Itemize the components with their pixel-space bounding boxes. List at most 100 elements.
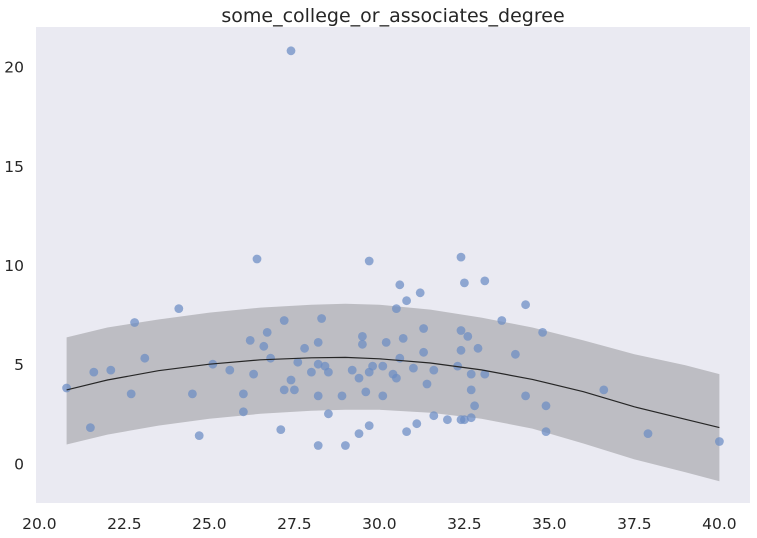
scatter-point (358, 332, 367, 341)
scatter-point (429, 411, 439, 421)
scatter-point (337, 391, 347, 401)
x-axis-ticks: 20.0 22.5 25.0 27.5 30.0 32.5 35.0 37.5 40.0 (22, 515, 737, 533)
scatter-point (409, 363, 418, 373)
x-tick-label: 37.5 (617, 515, 652, 533)
confidence-band-layer (66, 303, 720, 482)
scatter-point (62, 383, 71, 393)
scatter-point (392, 304, 401, 313)
scatter-point (140, 353, 150, 363)
scatter-point (245, 336, 255, 345)
scatter-point (480, 369, 490, 379)
y-tick-label: 5 (14, 356, 24, 374)
scatter-point (279, 316, 289, 325)
scatter-point (599, 385, 609, 395)
y-axis-ticks: 0 5 10 15 20 (4, 59, 24, 474)
scatter-point (239, 407, 248, 417)
x-tick-label: 30.0 (362, 515, 397, 533)
y-tick-label: 10 (4, 257, 24, 275)
scatter-point (317, 314, 326, 323)
scatter-point (378, 361, 388, 371)
scatter-point (252, 254, 262, 264)
scatter-point (429, 365, 439, 375)
scatter-point (279, 385, 289, 395)
scatter-point (419, 347, 428, 357)
scatter-point (324, 409, 333, 419)
scatter-point (286, 46, 296, 56)
scatter-point (364, 421, 374, 430)
scatter-point (347, 365, 357, 375)
scatter-point (276, 425, 286, 434)
x-tick-label: 40.0 (702, 515, 737, 533)
x-tick-label: 35.0 (532, 515, 567, 533)
scatter-point (341, 441, 350, 450)
scatter-point (456, 326, 466, 335)
scatter-point (354, 429, 364, 438)
scatter-point (456, 345, 466, 355)
scatter-point (466, 413, 476, 423)
scatter-point (460, 415, 469, 425)
scatter-point (715, 437, 724, 446)
scatter-point (286, 375, 296, 385)
scatter-point (259, 341, 269, 351)
scatter-point (290, 385, 299, 395)
scatter-point (324, 367, 333, 377)
scatter-point (497, 316, 507, 325)
x-tick-label: 22.5 (107, 515, 142, 533)
scatter-point (307, 367, 316, 377)
scatter-point (470, 401, 479, 411)
scatter-point (395, 280, 405, 290)
scatter-point (521, 391, 530, 401)
scatter-point (460, 278, 469, 288)
scatter-point (412, 419, 422, 429)
scatter-point (378, 391, 388, 401)
scatter-point (538, 328, 547, 337)
x-tick-label: 20.0 (22, 515, 57, 533)
scatter-point (86, 423, 95, 432)
scatter-point (541, 401, 551, 411)
scatter-point (225, 365, 235, 375)
scatter-point (456, 252, 466, 262)
fit-line (66, 356, 720, 429)
scatter-point (106, 365, 116, 375)
scatter-point (643, 429, 653, 438)
scatter-point (266, 353, 275, 363)
scatter-point (402, 427, 411, 436)
scatter-point (239, 389, 248, 399)
scatter-point (381, 338, 391, 347)
scatter-point (443, 415, 452, 425)
scatter-point (415, 288, 425, 298)
scatter-point (422, 379, 432, 389)
fit-line-layer (66, 356, 720, 429)
scatter-point (313, 391, 323, 401)
scatter-point (293, 357, 303, 367)
y-tick-label: 15 (4, 158, 24, 176)
x-tick-label: 25.0 (192, 515, 227, 533)
scatter-point (313, 441, 323, 450)
scatter-point (313, 338, 323, 347)
scatter-point (511, 349, 520, 359)
scatter-point (368, 361, 377, 371)
scatter-point (361, 387, 371, 397)
scatter-point (126, 389, 136, 399)
chart-title: some_college_or_associates_degree (221, 5, 564, 27)
scatter-point (402, 296, 411, 306)
scatter-point (262, 328, 272, 337)
scatter-point (249, 369, 258, 379)
confidence-band (66, 303, 720, 482)
scatter-point (194, 431, 204, 440)
scatter-point (300, 343, 309, 353)
scatter-point (188, 389, 197, 399)
x-tick-label: 27.5 (277, 515, 312, 533)
y-tick-label: 20 (4, 59, 24, 77)
scatter-point (466, 369, 476, 379)
scatter-point (473, 343, 483, 353)
y-tick-label: 0 (14, 455, 24, 473)
scatter-point (89, 367, 99, 377)
scatter-point (521, 300, 530, 310)
scatter-point (364, 256, 374, 266)
scatter-point (398, 334, 408, 343)
scatter-point (463, 332, 473, 341)
scatter-point (130, 318, 140, 327)
scatter-point (313, 359, 323, 369)
